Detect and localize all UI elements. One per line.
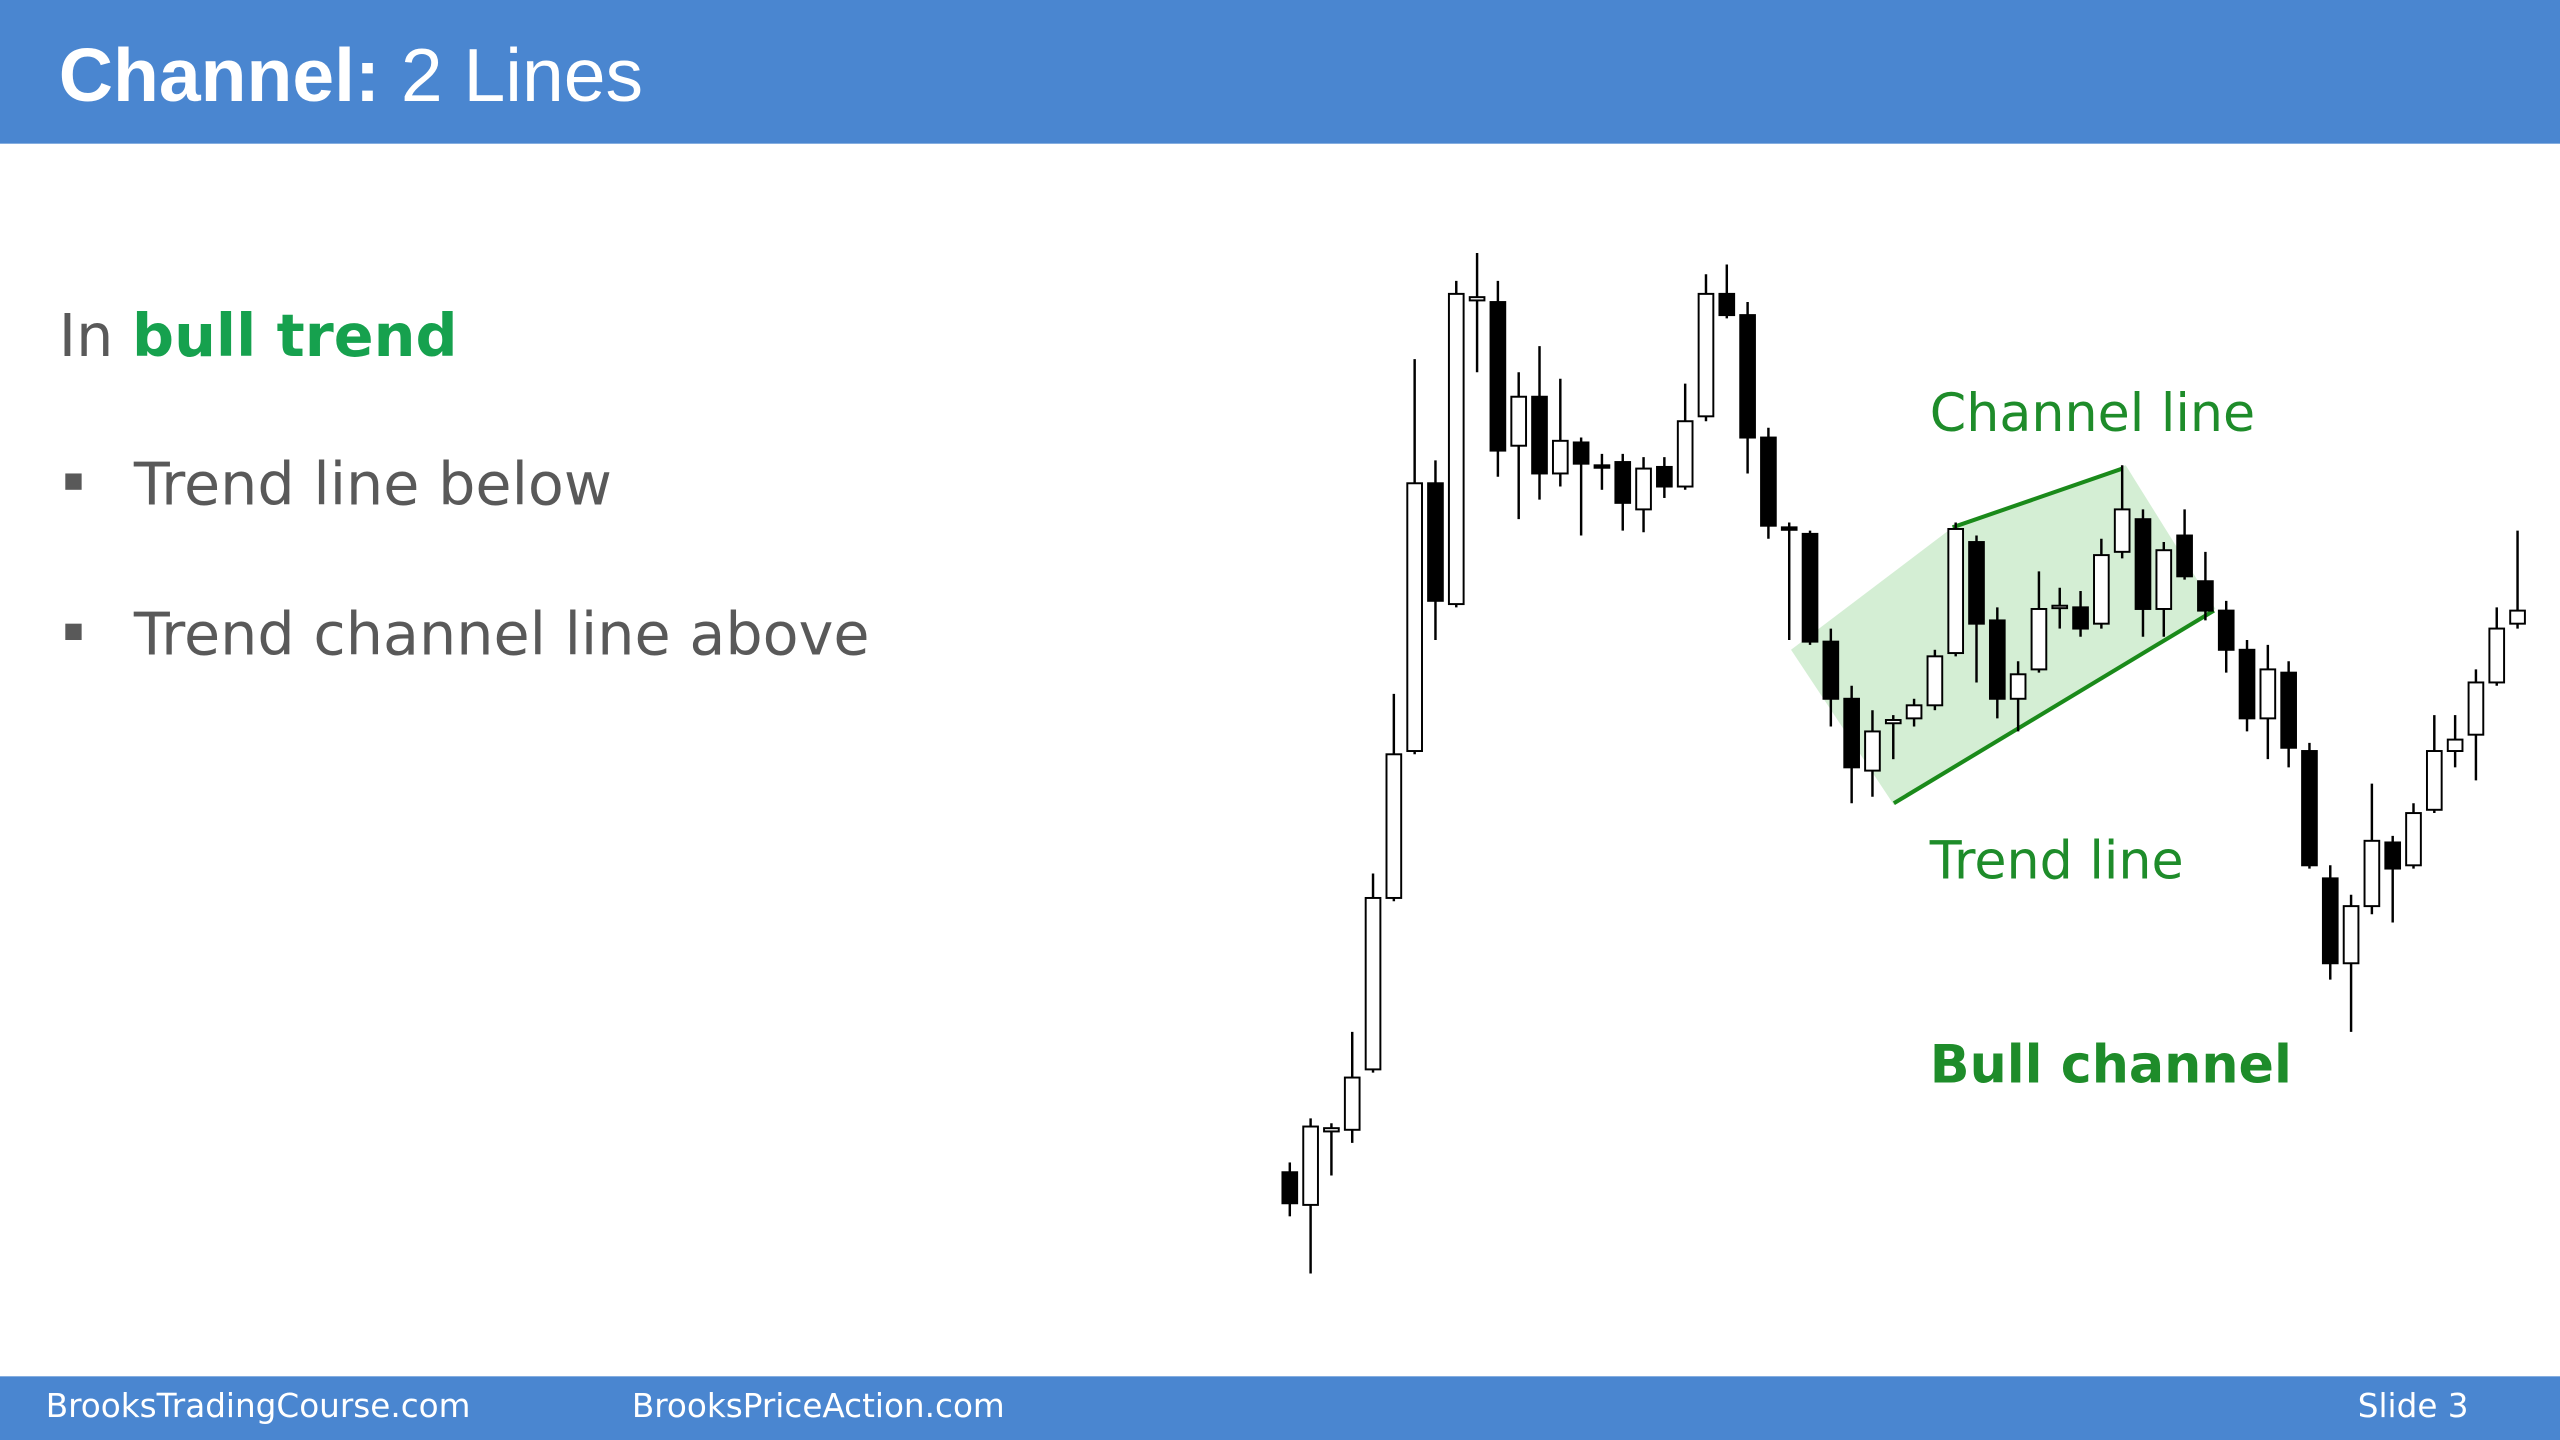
candle-body — [1718, 292, 1736, 317]
candle-body — [1468, 296, 1486, 302]
candle-body — [2009, 673, 2027, 700]
bullet: Trend channel line above — [133, 600, 870, 669]
candle-body — [2425, 750, 2443, 811]
candle-body — [1843, 697, 1860, 769]
candle-body — [1947, 528, 1965, 655]
candle-body — [1364, 896, 1382, 1071]
candle-body — [2342, 905, 2360, 965]
candle-body — [2384, 841, 2402, 870]
candle-body — [1572, 441, 1590, 465]
candle-body — [1593, 464, 1611, 469]
annotation: Bull channel — [1930, 1035, 2292, 1095]
candle-body — [2467, 681, 2485, 736]
candle-body — [1739, 314, 1756, 439]
candle-body — [2238, 648, 2256, 720]
candlestick-chart — [1281, 253, 2526, 1274]
footer-link: BrooksTradingCourse.com — [46, 1387, 471, 1425]
candle-body — [2509, 609, 2526, 625]
title-bold: Channel: — [59, 33, 380, 117]
footer-link: BrooksPriceAction.com — [632, 1387, 1005, 1425]
candle-body — [1427, 482, 1444, 602]
candle-body — [2446, 738, 2464, 752]
candle-body — [1614, 461, 1632, 504]
candle-body — [1385, 753, 1403, 899]
candle-body — [2072, 606, 2089, 630]
heading: In bull trend — [59, 301, 458, 370]
candle-body — [1281, 1171, 1299, 1205]
candle-body — [2301, 750, 2318, 867]
heading-lead: In — [59, 301, 114, 370]
candle-body — [2155, 549, 2173, 610]
candle-body — [1551, 439, 1569, 475]
candle-body — [2259, 668, 2277, 720]
candle-body — [2134, 518, 2152, 610]
candle-body — [1489, 301, 1507, 452]
candle-body — [1656, 465, 1673, 488]
annotation: Trend line — [1929, 831, 2184, 891]
candle-body — [1447, 292, 1465, 606]
candle-body — [1822, 640, 1840, 700]
candle-body — [2030, 608, 2048, 671]
candle-body — [1531, 395, 1548, 475]
annotation: Channel line — [1930, 384, 2255, 444]
candle-body — [2197, 580, 2214, 612]
header-bar — [0, 0, 2560, 144]
candle-body — [1926, 655, 1944, 707]
bullet-marker — [65, 473, 82, 490]
candle-body — [2217, 609, 2235, 651]
candle-body — [1510, 395, 1528, 447]
candle-body — [1302, 1125, 1319, 1206]
slide-title: Channel: 2 Lines — [59, 33, 643, 117]
candle-body — [1988, 619, 2006, 700]
title-rest: 2 Lines — [401, 33, 643, 117]
candle-body — [2363, 839, 2381, 908]
candle-body — [2280, 671, 2297, 749]
candle-body — [1697, 292, 1715, 418]
candle-body — [2051, 604, 2069, 610]
candle-body — [1323, 1127, 1340, 1133]
heading-emphasis: bull trend — [132, 301, 457, 370]
candle-body — [1406, 482, 1423, 752]
bullet-marker — [65, 623, 82, 640]
candle-body — [1884, 719, 1902, 725]
candle-body — [1760, 436, 1777, 527]
bullet: Trend line below — [133, 449, 612, 518]
footer-bar — [0, 1376, 2560, 1440]
candle-body — [1905, 704, 1923, 720]
candle-body — [2405, 812, 2422, 867]
trend-line — [1892, 608, 2215, 806]
channel-line — [1951, 466, 2124, 530]
candle-body — [1801, 532, 1819, 643]
candle-body — [2176, 534, 2193, 578]
candle-body — [1780, 526, 1798, 531]
candle-body — [1343, 1076, 1361, 1131]
candle-body — [2488, 627, 2506, 684]
candle-body — [2093, 554, 2110, 625]
candle-body — [2321, 877, 2339, 965]
candle-body — [1968, 541, 1985, 625]
candle-body — [1676, 420, 1694, 488]
candle-body — [1635, 467, 1652, 511]
slide-number: Slide 3 — [2358, 1387, 2469, 1425]
candle-body — [2113, 508, 2131, 553]
candle-body — [1864, 730, 1881, 772]
